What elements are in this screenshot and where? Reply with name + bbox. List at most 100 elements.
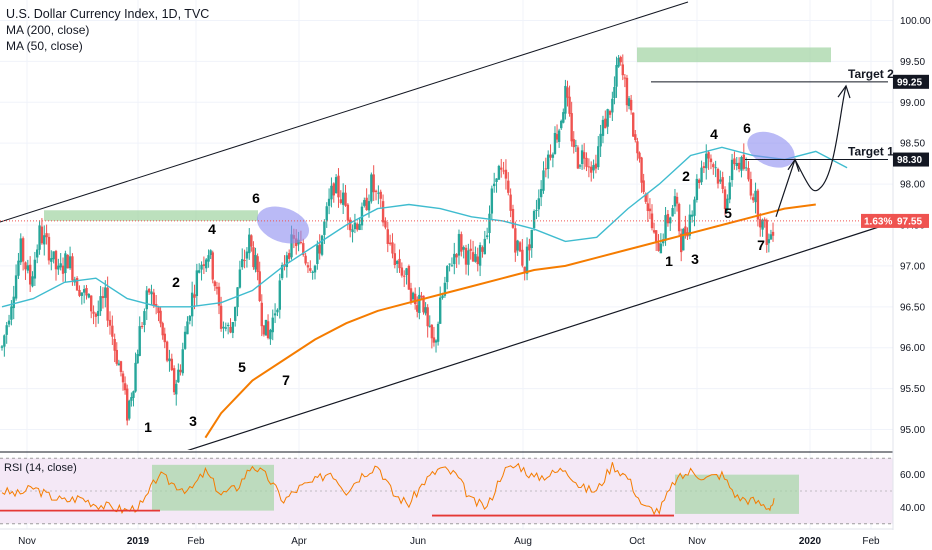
candle-up <box>188 315 191 321</box>
price-tick-label: 95.50 <box>900 384 925 395</box>
ma50-legend[interactable]: MA (50, close) <box>6 39 83 53</box>
candle-up <box>264 319 268 336</box>
candle-up <box>197 270 201 273</box>
candle-down <box>126 388 129 421</box>
candle-down <box>723 189 727 210</box>
candle-down <box>413 293 417 305</box>
candle-up <box>611 98 614 113</box>
candle-up <box>200 264 203 270</box>
rsi-zone-2019 <box>152 464 274 511</box>
candle-up <box>557 130 561 142</box>
candle-down <box>771 231 775 236</box>
candle-down <box>514 228 517 253</box>
candle-up <box>17 260 20 276</box>
candle-down <box>172 368 176 393</box>
annotations: Target 2 Target 1 99.25 98.30 1.63% 97.55 1 2 3 4… <box>144 67 929 435</box>
grid <box>0 0 893 529</box>
candle-down <box>460 234 463 252</box>
rsi-pane[interactable] <box>0 457 893 525</box>
candle-up <box>439 297 442 324</box>
rsi-axis[interactable]: 60.00 40.00 <box>900 470 925 514</box>
candle-up <box>248 234 251 254</box>
main-pane[interactable] <box>0 1 893 452</box>
candle-up <box>245 251 249 259</box>
candle-up <box>450 265 454 267</box>
candle-down <box>570 113 573 142</box>
candle-up <box>150 291 153 295</box>
rsi-tick-label: 60.00 <box>900 470 925 481</box>
candle-down <box>422 295 425 313</box>
candle-up <box>411 292 415 300</box>
rsi-legend[interactable]: RSI (14, close) <box>4 462 77 474</box>
candle-down <box>299 242 303 244</box>
candle-down <box>21 238 25 262</box>
candle-up <box>311 271 314 273</box>
candle-down <box>709 158 713 163</box>
channel-upper-line <box>0 1 689 223</box>
candle-up <box>87 293 91 298</box>
candle-down <box>123 383 127 391</box>
candle-up <box>353 222 357 230</box>
candle-up <box>492 183 496 187</box>
candle-up <box>497 165 501 180</box>
candle-down <box>432 337 436 343</box>
candle-up <box>0 346 4 348</box>
time-tick-label: Nov <box>18 536 36 547</box>
candle-up <box>222 326 225 329</box>
candle-down <box>400 267 404 276</box>
candle-down <box>113 338 116 351</box>
candle-down <box>374 190 378 192</box>
candle-up <box>68 256 72 269</box>
candle-down <box>544 168 548 170</box>
time-tick-label: Oct <box>629 536 645 547</box>
candle-up <box>599 133 602 147</box>
candle-down <box>24 262 27 270</box>
last-change-text: 1.63% <box>864 216 892 227</box>
candle-up <box>341 192 345 205</box>
candle-down <box>469 248 472 251</box>
candle-up <box>564 85 567 114</box>
candle-up <box>207 255 210 262</box>
time-tick-label: Feb <box>187 536 205 547</box>
candle-up <box>195 270 199 297</box>
candle-down <box>163 333 166 343</box>
candle-down <box>61 265 65 274</box>
candle-down <box>640 157 643 183</box>
candle-down <box>666 213 670 224</box>
time-axis[interactable]: Nov 2019 Feb Apr Jun Aug Oct Nov 2020 Feb <box>18 536 880 547</box>
candle-up <box>418 294 421 314</box>
candle-down <box>306 265 310 268</box>
candle-down <box>40 226 44 244</box>
candle-down <box>393 253 397 265</box>
candle-up <box>285 255 289 268</box>
wave-label-2019: 4 <box>208 221 216 237</box>
candle-up <box>664 215 667 241</box>
candle-down <box>409 288 413 302</box>
candle-up <box>627 98 631 107</box>
candle-up <box>254 254 257 270</box>
candle-up <box>574 145 578 147</box>
candle-up <box>560 120 563 129</box>
candle-down <box>119 361 123 372</box>
candle-down <box>384 220 387 228</box>
candle-down <box>94 313 98 317</box>
candle-up <box>130 397 133 401</box>
candle-up <box>238 269 242 288</box>
candle-down <box>511 208 515 228</box>
candle-up <box>358 224 361 231</box>
candle-down <box>101 296 105 299</box>
symbol-title[interactable]: U.S. Dollar Currency Index, 1D, TVC <box>6 7 210 21</box>
target1-label: Target 1 <box>848 145 894 159</box>
candle-up <box>19 238 22 263</box>
candle-down <box>763 219 766 221</box>
candle-up <box>441 295 444 298</box>
ma200-legend[interactable]: MA (200, close) <box>6 23 90 37</box>
wave-label-2019: 1 <box>144 419 152 435</box>
candle-down <box>733 158 736 165</box>
candle-down <box>388 242 392 245</box>
candle-down <box>608 111 612 115</box>
candle-up <box>7 320 11 325</box>
candle-up <box>128 400 131 419</box>
candle-down <box>78 289 81 296</box>
